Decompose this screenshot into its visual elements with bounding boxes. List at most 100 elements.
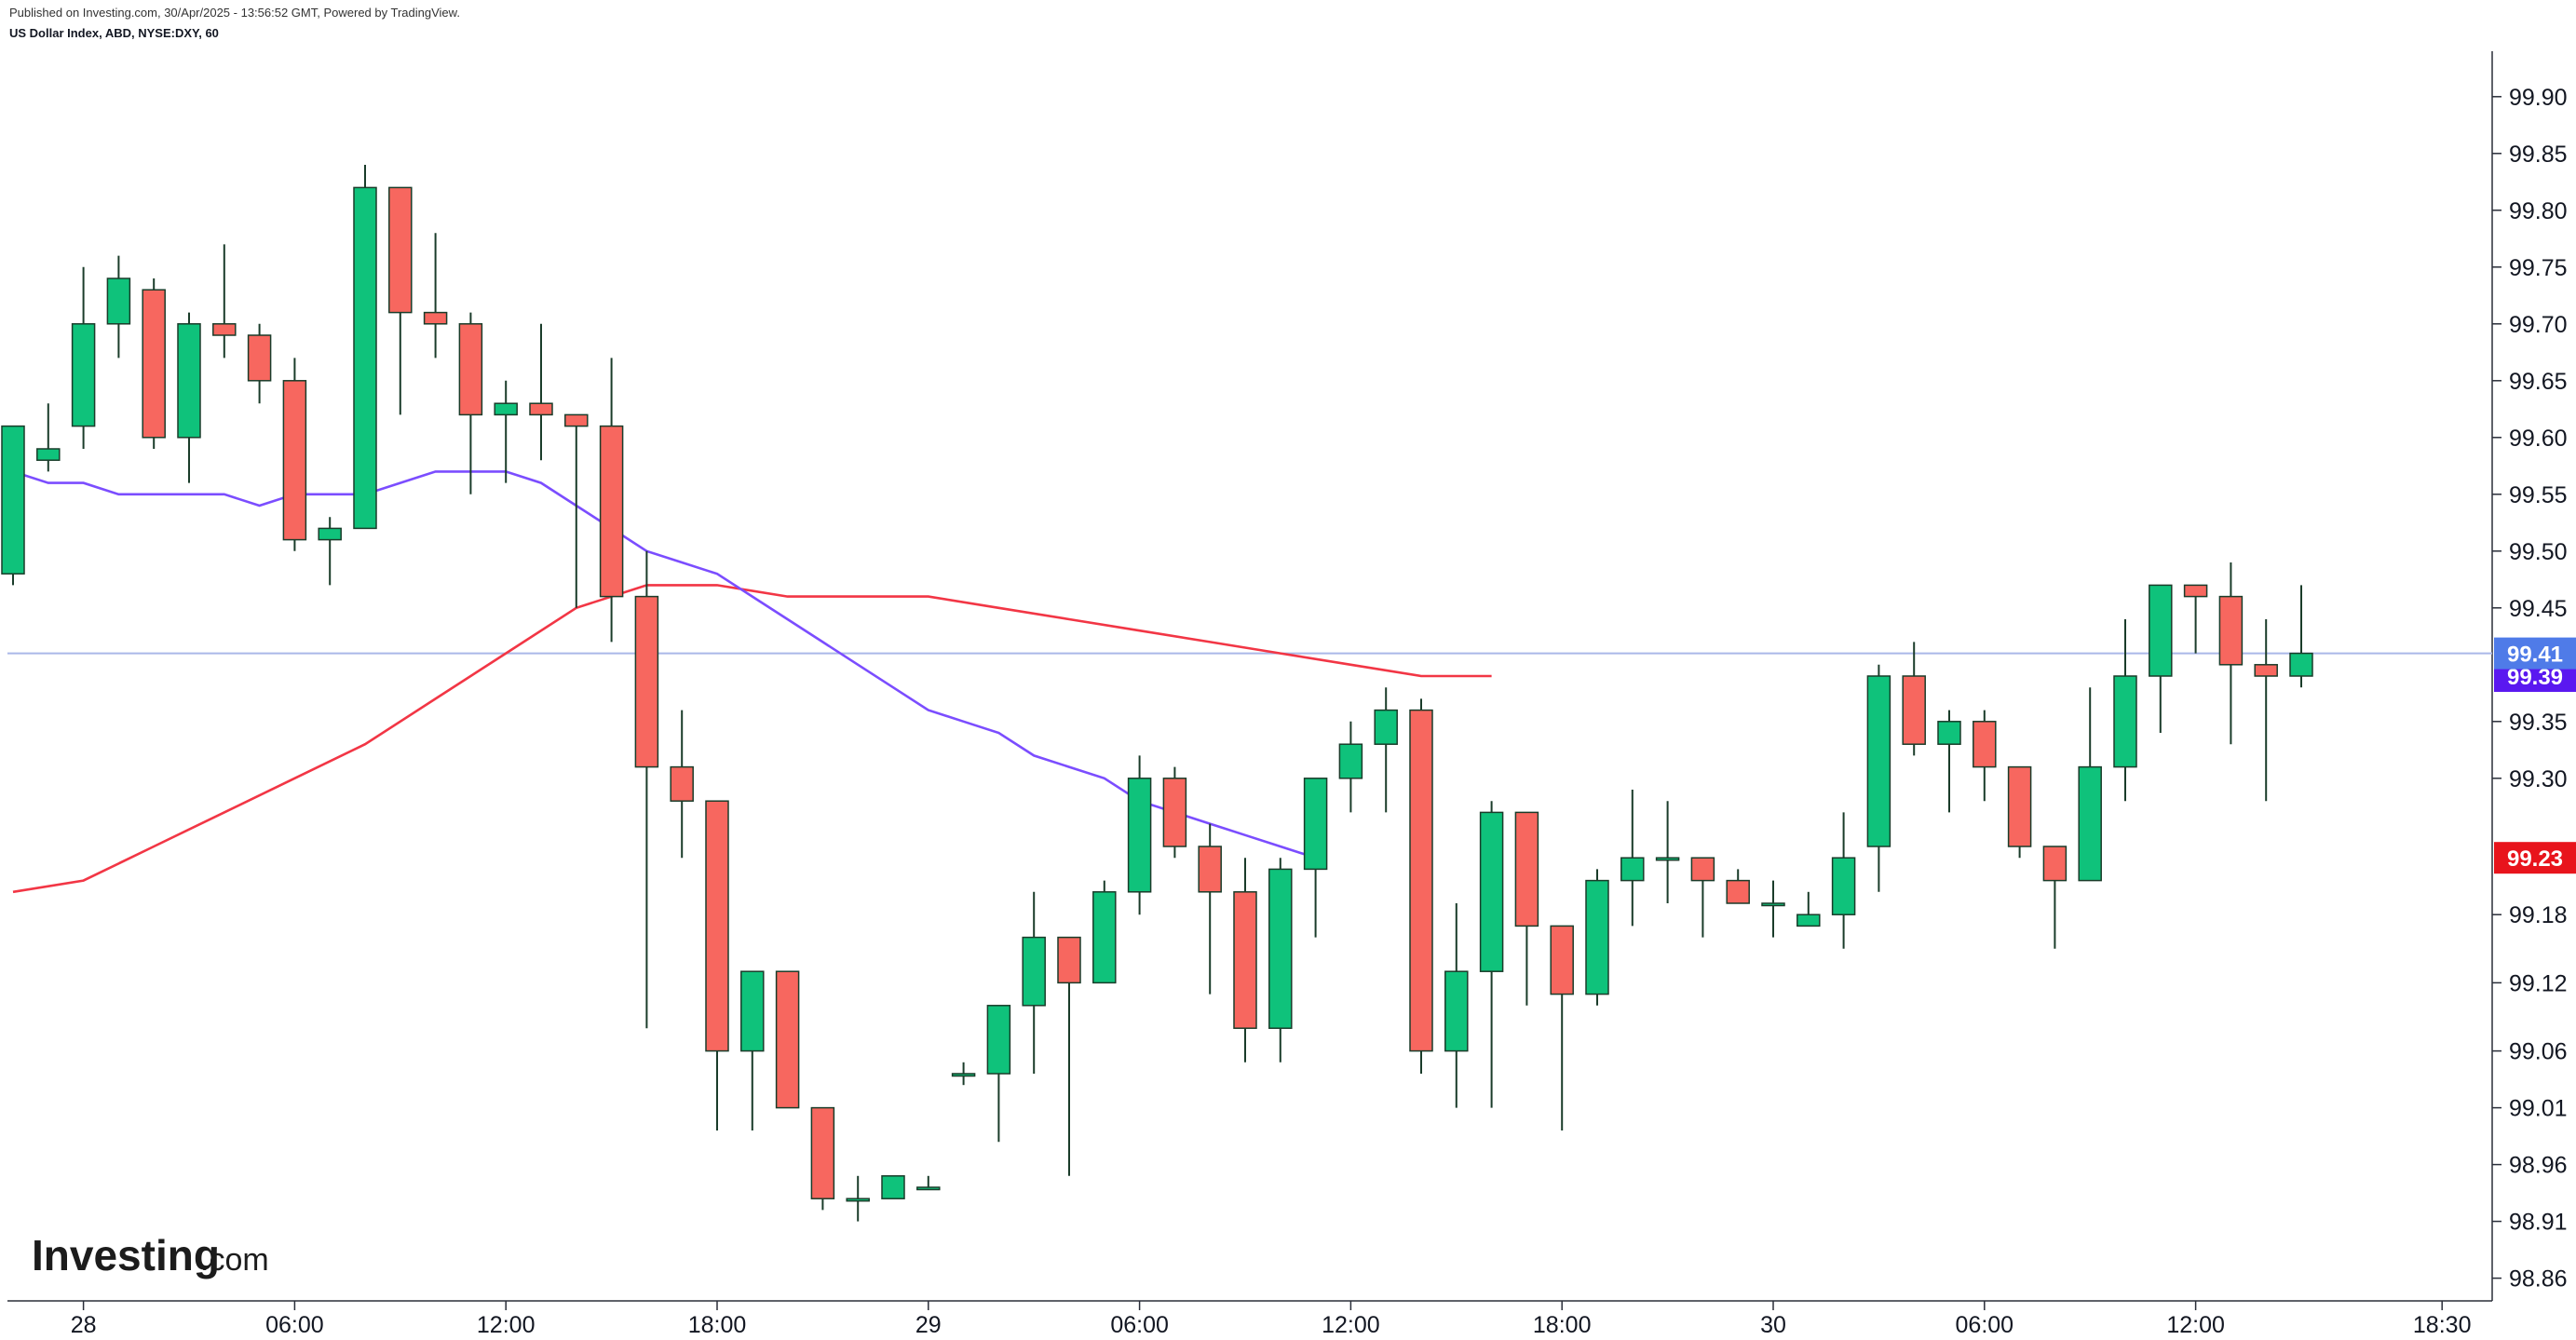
candle xyxy=(1057,936,1081,1176)
candle-body xyxy=(1127,778,1152,893)
symbol-title: US Dollar Index, ABD, NYSE:DXY, 60 xyxy=(9,26,219,40)
candle xyxy=(2254,619,2278,802)
candle xyxy=(2149,584,2173,733)
candle-body xyxy=(1550,925,1574,995)
candle xyxy=(881,1175,905,1199)
candle xyxy=(1409,698,1433,1074)
candle-body xyxy=(846,1198,870,1202)
candle-body xyxy=(353,186,377,530)
y-tick-label: 99.35 xyxy=(2509,710,2568,736)
candle xyxy=(2078,687,2102,882)
candle xyxy=(1973,710,1997,802)
candle-body xyxy=(564,413,589,427)
candle xyxy=(177,312,201,483)
candle xyxy=(1514,811,1539,1006)
candle xyxy=(1690,857,1715,938)
candle xyxy=(2289,585,2313,688)
candle-body xyxy=(106,277,131,325)
candle-body xyxy=(1761,902,1785,907)
y-tick-label: 99.80 xyxy=(2509,198,2568,224)
candle xyxy=(1726,869,1750,904)
x-tick-label: 28 xyxy=(71,1312,97,1335)
candle-body xyxy=(2254,664,2278,677)
candle xyxy=(599,358,624,643)
candle-body xyxy=(1937,721,1961,745)
y-tick-label: 99.12 xyxy=(2509,970,2568,996)
candle-body xyxy=(1479,811,1504,972)
candle xyxy=(423,233,448,359)
candle-body xyxy=(36,448,61,461)
logo-text: Investing xyxy=(32,1231,220,1279)
candle xyxy=(740,970,765,1130)
candle-body xyxy=(2183,584,2208,598)
candle xyxy=(1338,721,1363,813)
x-tick-label: 12:00 xyxy=(1322,1312,1380,1335)
candle-body xyxy=(1726,879,1750,904)
published-note: Published on Investing.com, 30/Apr/2025 … xyxy=(9,6,460,20)
candle xyxy=(670,710,694,859)
candle xyxy=(1479,801,1504,1108)
candle xyxy=(353,165,377,530)
y-tick-label: 99.65 xyxy=(2509,369,2568,395)
candle-body xyxy=(1690,857,1715,882)
candle-body xyxy=(2007,765,2032,847)
candle xyxy=(318,517,342,586)
candle-body xyxy=(1620,857,1645,882)
x-tick-label: 18:00 xyxy=(1533,1312,1592,1335)
candle xyxy=(2007,765,2032,859)
candle xyxy=(2183,584,2208,654)
candle xyxy=(916,1175,941,1191)
x-tick-label: 06:00 xyxy=(1956,1312,2014,1335)
candle-body xyxy=(740,970,765,1052)
candle xyxy=(1902,642,1926,756)
candle-body xyxy=(1514,811,1539,927)
x-tick-label: 12:00 xyxy=(2166,1312,2225,1335)
candle xyxy=(986,1005,1011,1143)
candle-body xyxy=(388,186,413,314)
y-tick-label: 99.50 xyxy=(2509,539,2568,565)
candle xyxy=(1092,880,1117,984)
candle-body xyxy=(1,425,25,575)
y-tick-label: 99.55 xyxy=(2509,482,2568,508)
x-tick-label: 18:00 xyxy=(688,1312,747,1335)
candle-body xyxy=(423,311,448,325)
candle-body xyxy=(634,595,659,768)
y-tick-label: 99.90 xyxy=(2509,85,2568,111)
candle-body xyxy=(1198,846,1222,893)
x-tick-label: 06:00 xyxy=(265,1312,324,1335)
candle xyxy=(2218,562,2244,745)
candle-body xyxy=(212,323,237,336)
candle-body xyxy=(2289,652,2313,677)
candle-body xyxy=(1796,914,1821,927)
candle-body xyxy=(810,1106,835,1199)
candle-body xyxy=(1902,675,1926,745)
candle-body xyxy=(1303,778,1328,871)
candle-body xyxy=(494,402,518,416)
candle xyxy=(1444,903,1469,1108)
candle-body xyxy=(599,425,624,598)
candle-body xyxy=(142,289,166,439)
candle xyxy=(1303,778,1328,938)
last-price-tag: 99.41 xyxy=(2507,643,2563,668)
candle xyxy=(458,312,483,494)
candle xyxy=(1268,858,1293,1063)
candle-body xyxy=(705,800,729,1052)
candle-body xyxy=(775,970,800,1109)
candle-body xyxy=(247,334,272,382)
investing-logo: Investing .com xyxy=(32,1231,269,1279)
candle-body xyxy=(71,323,96,427)
candle xyxy=(1233,858,1257,1063)
ma-purple-line xyxy=(12,470,1316,859)
x-tick-label: 18:30 xyxy=(2413,1312,2472,1335)
candle xyxy=(142,278,166,449)
candle-body xyxy=(1338,743,1363,779)
candle-body xyxy=(1092,891,1117,984)
candle xyxy=(634,550,659,1029)
y-tick-label: 99.85 xyxy=(2509,142,2568,168)
candle-body xyxy=(1444,970,1469,1052)
candle xyxy=(1937,710,1961,813)
candle xyxy=(1550,925,1574,1130)
candle xyxy=(71,266,96,449)
candle-body xyxy=(1831,857,1856,915)
